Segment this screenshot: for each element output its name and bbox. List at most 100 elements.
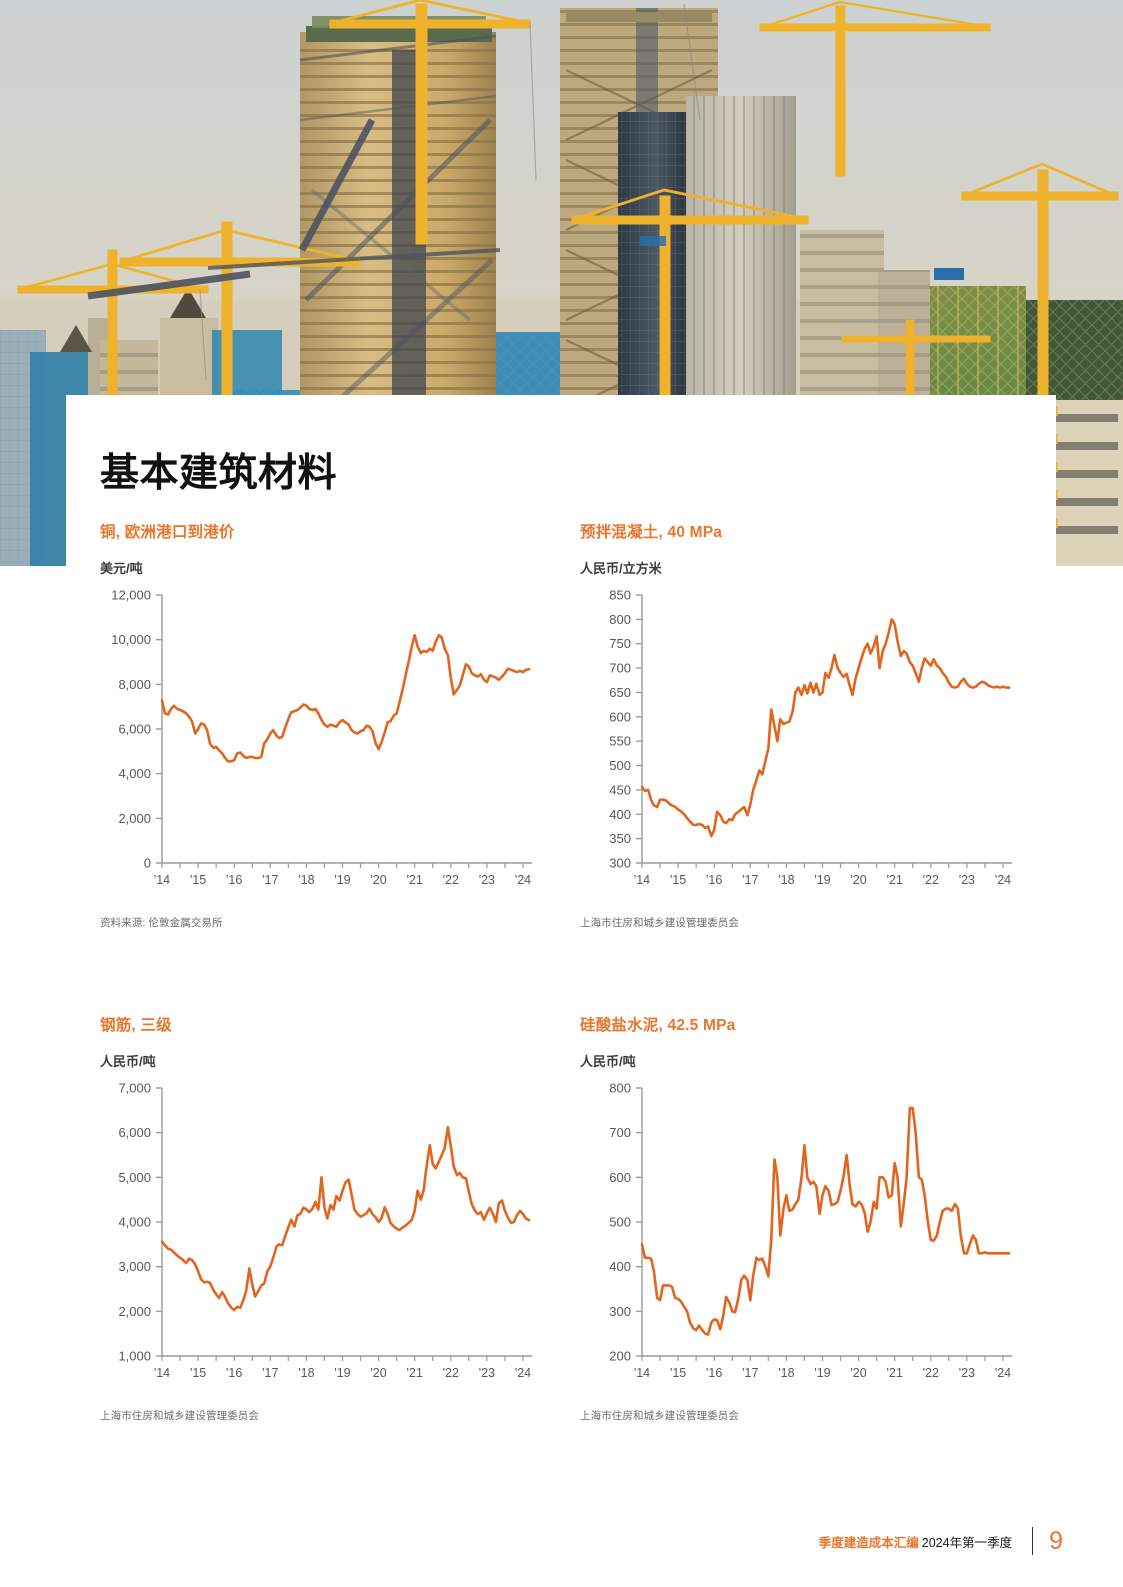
footer-divider [1032,1527,1034,1555]
chart-svg-rebar: 1,000 2,000 3,000 4,000 5,000 6,000 7,000 '14 '1… [118,1081,532,1380]
svg-text:'15: '15 [670,1366,686,1380]
chart-title-cement: 硅酸盐水泥, 42.5 MPa [580,1017,736,1034]
svg-text:300: 300 [609,856,631,871]
chart-source-copper: 资料来源: 伦敦金属交易所 [100,917,223,929]
chart-row-top: 铜, 欧洲港口到港价 美元/吨 0 2,000 4,000 6,000 8,000 10,… [100,520,1060,930]
svg-text:4,000: 4,000 [118,1215,151,1230]
content-card: 基本建筑材料 [66,395,1056,566]
svg-text:200: 200 [609,1349,631,1364]
svg-text:'19: '19 [814,1366,830,1380]
svg-text:'21: '21 [407,1366,423,1380]
svg-text:6,000: 6,000 [118,722,151,737]
svg-text:700: 700 [609,1125,631,1140]
svg-text:'16: '16 [706,873,722,887]
page-number: 9 [1049,1526,1063,1555]
chart-title-rebar: 钢筋, 三级 [100,1017,172,1034]
footer-edition: 2024年第一季度 [921,1535,1013,1550]
footer-brand: 季度建造成本汇编 [818,1535,919,1550]
chart-unit-concrete: 人民币/立方米 [580,561,662,576]
svg-text:4,000: 4,000 [118,766,151,781]
svg-text:300: 300 [609,1304,631,1319]
svg-text:3,000: 3,000 [118,1259,151,1274]
chart-unit-rebar: 人民币/吨 [100,1054,156,1069]
svg-text:'14: '14 [634,873,650,887]
svg-text:'14: '14 [154,873,170,887]
svg-text:'15: '15 [670,873,686,887]
svg-text:400: 400 [609,1259,631,1274]
chart-plot-rebar: 1,000 2,000 3,000 4,000 5,000 6,000 7,000 '14 '1… [100,1078,540,1398]
svg-text:750: 750 [609,636,631,651]
chart-source-cement: 上海市住房和城乡建设管理委员会 [580,1410,739,1422]
svg-text:'17: '17 [742,1366,758,1380]
chart-source-rebar: 上海市住房和城乡建设管理委员会 [100,1410,259,1422]
svg-text:'14: '14 [154,1366,170,1380]
svg-text:'24: '24 [515,1366,531,1380]
svg-text:500: 500 [609,758,631,773]
chart-plot-copper: 0 2,000 4,000 6,000 8,000 10,000 12,000 '14 '15 '… [100,585,540,905]
svg-text:'19: '19 [334,873,350,887]
svg-text:'16: '16 [226,1366,242,1380]
svg-text:5,000: 5,000 [118,1170,151,1185]
svg-text:'19: '19 [334,1366,350,1380]
svg-text:'23: '23 [959,1366,975,1380]
svg-text:600: 600 [609,1170,631,1185]
svg-text:650: 650 [609,685,631,700]
svg-text:2,000: 2,000 [118,811,151,826]
svg-text:8,000: 8,000 [118,677,151,692]
svg-text:'22: '22 [443,1366,459,1380]
svg-text:'21: '21 [887,1366,903,1380]
chart-source-concrete: 上海市住房和城乡建设管理委员会 [580,917,739,929]
chart-unit-cement: 人民币/吨 [580,1054,636,1069]
svg-text:'17: '17 [262,1366,278,1380]
svg-text:'16: '16 [706,1366,722,1380]
svg-text:'19: '19 [814,873,830,887]
svg-text:450: 450 [609,782,631,797]
page-footer: 季度建造成本汇编 2024年第一季度 9 [819,1527,1063,1555]
svg-text:'20: '20 [370,1366,386,1380]
chart-row-bottom: 钢筋, 三级 人民币/吨 1,000 2,000 3,000 4,000 5,000 6,… [100,1013,1060,1423]
svg-text:'23: '23 [479,873,495,887]
chart-svg-cement: 200 300 400 500 600 700 800 '14 '15 '16 '17 '18 '19 '… [609,1081,1012,1380]
chart-svg-copper: 0 2,000 4,000 6,000 8,000 10,000 12,000 '14 '15 '… [111,588,532,887]
svg-text:12,000: 12,000 [111,588,151,603]
svg-text:2,000: 2,000 [118,1304,151,1319]
svg-text:'16: '16 [226,873,242,887]
chart-card-copper: 铜, 欧洲港口到港价 美元/吨 0 2,000 4,000 6,000 8,000 10,… [100,520,580,930]
svg-text:'15: '15 [190,873,206,887]
svg-text:850: 850 [609,588,631,603]
chart-card-rebar: 钢筋, 三级 人民币/吨 1,000 2,000 3,000 4,000 5,000 6,… [100,1013,580,1423]
svg-text:6,000: 6,000 [118,1125,151,1140]
svg-text:1,000: 1,000 [118,1349,151,1364]
svg-text:'21: '21 [887,873,903,887]
svg-text:'17: '17 [262,873,278,887]
svg-text:'18: '18 [778,873,794,887]
svg-text:500: 500 [609,1215,631,1230]
chart-card-cement: 硅酸盐水泥, 42.5 MPa 人民币/吨 200 300 400 500 600 700… [580,1013,1060,1423]
svg-text:'20: '20 [850,873,866,887]
chart-unit-copper: 美元/吨 [100,561,143,576]
svg-text:'20: '20 [850,1366,866,1380]
chart-svg-concrete: 300 350 400 450 500 550 600 650 700 750 800 850 '14 '… [609,588,1012,887]
svg-text:600: 600 [609,709,631,724]
chart-card-concrete: 预拌混凝土, 40 MPa 人民币/立方米 300 350 400 450 500 550… [580,520,1060,930]
svg-text:'15: '15 [190,1366,206,1380]
chart-plot-cement: 200 300 400 500 600 700 800 '14 '15 '16 '17 '18 '19 '… [580,1078,1020,1398]
svg-text:'23: '23 [959,873,975,887]
svg-text:'24: '24 [995,1366,1011,1380]
svg-text:'22: '22 [923,1366,939,1380]
svg-text:'23: '23 [479,1366,495,1380]
svg-text:550: 550 [609,734,631,749]
svg-text:7,000: 7,000 [118,1081,151,1096]
svg-text:'18: '18 [298,873,314,887]
chart-plot-concrete: 300 350 400 450 500 550 600 650 700 750 800 850 '14 '… [580,585,1020,905]
svg-text:'17: '17 [742,873,758,887]
svg-text:'24: '24 [515,873,531,887]
svg-text:10,000: 10,000 [111,632,151,647]
svg-text:700: 700 [609,661,631,676]
chart-title-copper: 铜, 欧洲港口到港价 [100,524,235,541]
svg-text:800: 800 [609,1081,631,1096]
svg-text:'20: '20 [370,873,386,887]
svg-text:800: 800 [609,612,631,627]
svg-text:0: 0 [144,856,151,871]
